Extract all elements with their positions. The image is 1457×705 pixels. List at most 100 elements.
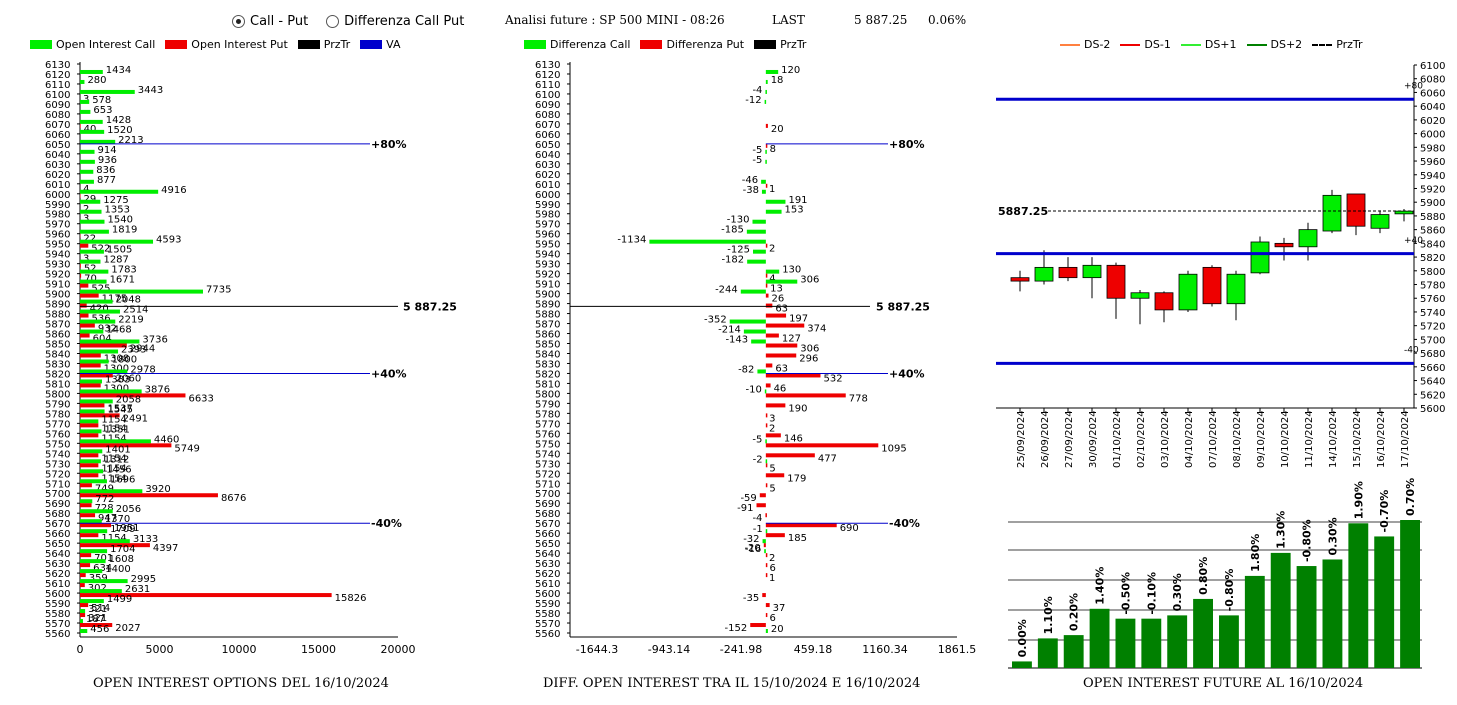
diff-call-bar <box>764 549 766 554</box>
page-title: Analisi future : SP 500 MINI - 08:26 <box>505 13 725 27</box>
legend-label: DS-1 <box>1144 38 1171 51</box>
call-bar <box>80 309 120 314</box>
strike-tick-label: 6090 <box>45 100 70 111</box>
future-bar <box>1037 638 1058 668</box>
radio-differenza[interactable]: Differenza Call Put <box>326 14 464 29</box>
radio-unselected-icon[interactable] <box>326 15 340 28</box>
y-tick-label: 5680 <box>1420 349 1445 360</box>
diff-call-bar <box>765 279 798 284</box>
strike-tick-label: 5900 <box>535 290 560 301</box>
strike-tick-label: 5760 <box>535 429 560 440</box>
y-tick-label: 5960 <box>1420 157 1445 168</box>
diff-call-bar <box>743 329 766 334</box>
strike-tick-label: 5880 <box>45 310 70 321</box>
strike-tick-label: 5730 <box>535 459 560 470</box>
call-bar <box>80 589 122 594</box>
strike-tick-label: 5590 <box>45 599 70 610</box>
diff-call-label: -143 <box>725 335 748 346</box>
radio-call-put[interactable]: Call - Put <box>232 14 308 29</box>
call-bar <box>80 169 94 174</box>
strike-tick-label: 5900 <box>45 290 70 301</box>
put-value-label: 359 <box>89 573 108 584</box>
x-tick-label: 0 <box>77 643 84 656</box>
band-label: +40 <box>1404 236 1423 246</box>
strike-tick-label: 6010 <box>535 180 560 191</box>
diff-call-bar <box>764 389 767 394</box>
strike-tick-label: 5680 <box>45 509 70 520</box>
diff-put-label: 46 <box>774 383 787 394</box>
call-value-label: 1783 <box>111 265 136 276</box>
call-bar <box>80 459 101 464</box>
legend-label: Open Interest Put <box>191 38 288 51</box>
x-tick-label: -1644.3 <box>576 643 618 656</box>
strike-tick-label: 5750 <box>535 439 560 450</box>
band-label: +80 <box>1404 82 1423 92</box>
diff-put-bar <box>750 623 766 628</box>
put-value-label: 1154 <box>101 473 126 484</box>
diff-call-label: -16 <box>745 544 761 555</box>
strike-tick-label: 5650 <box>45 539 70 550</box>
strike-tick-label: 5850 <box>535 340 560 351</box>
future-bar <box>1400 520 1420 668</box>
bar-value-label: 0.80% <box>1197 557 1210 595</box>
bar-value-label: -0.80% <box>1223 569 1236 612</box>
x-tick-label: 08/10/2024 <box>1232 410 1243 468</box>
strike-tick-label: 6050 <box>535 140 560 151</box>
put-bar <box>80 493 218 498</box>
strike-tick-label: 6020 <box>535 170 560 181</box>
strike-tick-label: 6130 <box>535 60 560 71</box>
strike-tick-label: 6000 <box>45 190 70 201</box>
legend-swatch <box>1312 43 1333 46</box>
legend-item: Differenza Put <box>640 38 744 51</box>
legend-options: Open Interest Call Open Interest Put PrzTr… <box>30 38 401 51</box>
strike-tick-label: 6100 <box>535 90 560 101</box>
call-bar <box>80 389 142 394</box>
strike-tick-label: 5690 <box>535 499 560 510</box>
future-bar <box>1322 559 1343 668</box>
call-value-label: 4916 <box>161 185 186 196</box>
future-bar <box>1219 615 1239 668</box>
call-bar <box>80 179 94 184</box>
diff-put-bar <box>765 323 805 328</box>
call-bar <box>80 259 101 264</box>
call-value-label: 2995 <box>131 574 156 585</box>
call-value-label: 187 <box>86 614 105 625</box>
call-bar <box>80 399 113 404</box>
put-bar <box>80 283 89 288</box>
x-tick-label: 15/10/2024 <box>1352 410 1363 468</box>
strike-tick-label: 6040 <box>535 150 560 161</box>
x-tick-label: 10/10/2024 <box>1280 410 1291 468</box>
strike-tick-label: 5740 <box>535 449 560 460</box>
diff-put-label: 2 <box>769 244 775 255</box>
y-tick-label: 5860 <box>1420 226 1445 237</box>
x-tick-label: -943.14 <box>648 643 690 656</box>
diff-put-bar <box>765 573 768 578</box>
call-bar <box>80 249 104 254</box>
diff-put-bar <box>765 183 768 188</box>
va-label: -40% <box>889 517 920 530</box>
bar-value-label: -0.10% <box>1145 572 1158 615</box>
legend-swatch <box>1246 43 1267 46</box>
diff-put-bar <box>759 493 766 498</box>
candle-body <box>1322 194 1342 232</box>
diff-call-bar <box>765 89 767 94</box>
diff-call-bar <box>761 179 766 184</box>
put-value-label: 3 <box>83 214 89 225</box>
put-bar <box>80 333 90 338</box>
call-value-label: 1456 <box>106 464 131 475</box>
strike-tick-label: 5690 <box>45 499 70 510</box>
call-bar <box>80 339 140 344</box>
call-bar <box>80 319 116 324</box>
diff-call-bar <box>765 439 767 444</box>
strike-tick-label: 6050 <box>45 140 70 151</box>
radio-selected-icon[interactable] <box>232 15 245 28</box>
strike-tick-label: 5800 <box>45 389 70 400</box>
strike-tick-label: 5610 <box>535 579 560 590</box>
call-bar <box>80 609 86 614</box>
strike-tick-label: 5740 <box>45 449 70 460</box>
call-bar <box>80 349 119 354</box>
y-tick-label: 5660 <box>1420 363 1445 374</box>
candle-body <box>1394 210 1414 215</box>
call-value-label: 2048 <box>116 295 141 306</box>
strike-tick-label: 5860 <box>535 330 560 341</box>
